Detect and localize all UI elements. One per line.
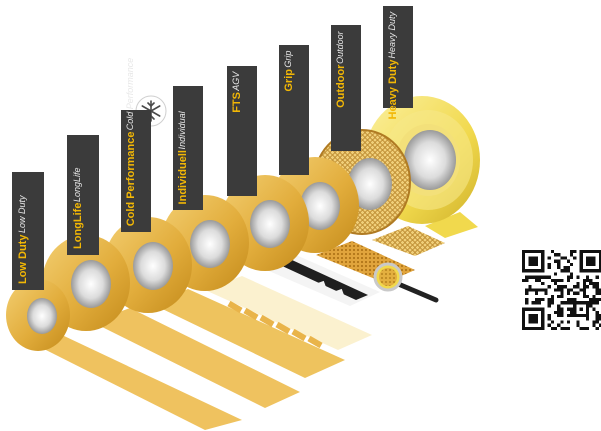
label-title: Cold Performance [125,131,137,226]
strip-individuell [205,276,372,350]
label-cold-performance: Cold Performance Cold Performance [121,58,151,232]
magnifier-icon [373,262,439,303]
rolls [6,96,480,351]
label-heavy-duty: Heavy Duty Heavy Duty [383,6,413,119]
label-subtitle: AGV [231,72,241,92]
qr-code[interactable] [522,250,601,330]
label-fts: FTS AGV [227,66,257,196]
label-title: Grip [283,69,295,92]
label-longlife: LongLife LongLife [67,135,99,255]
label-subtitle: Cold Performance [125,57,135,131]
strip-heavy-duty [425,212,478,238]
strip-cold-performance [150,289,345,378]
label-subtitle: LongLife [72,167,82,202]
label-title: LongLife [72,202,84,249]
label-grip: Grip Grip [279,45,309,175]
label-subtitle: Heavy Duty [387,12,397,59]
label-subtitle: Outdoor [335,31,345,64]
label-title: Individuell [177,149,189,204]
label-title: Low Duty [17,234,29,285]
strip-outdoor [372,226,445,256]
label-title: Heavy Duty [387,59,399,120]
label-individuell: Individuell Individual [173,86,203,210]
strip-low-duty [36,335,242,430]
label-title: Outdoor [335,64,347,108]
label-title: FTS [231,92,243,113]
label-subtitle: Individual [177,110,187,149]
floor-strips [36,212,478,430]
label-subtitle: Low Duty [17,195,27,234]
roll-low-duty [6,279,70,351]
label-outdoor: Outdoor Outdoor [331,25,361,151]
strip-fts [262,255,380,306]
strip-longlife [92,308,300,408]
label-low-duty: Low Duty Low Duty [12,172,44,290]
label-subtitle: Grip [283,51,293,69]
